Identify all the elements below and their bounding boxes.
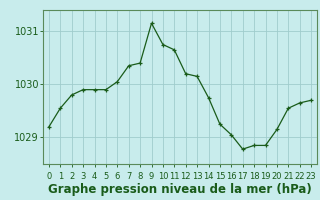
X-axis label: Graphe pression niveau de la mer (hPa): Graphe pression niveau de la mer (hPa) [48,183,312,196]
